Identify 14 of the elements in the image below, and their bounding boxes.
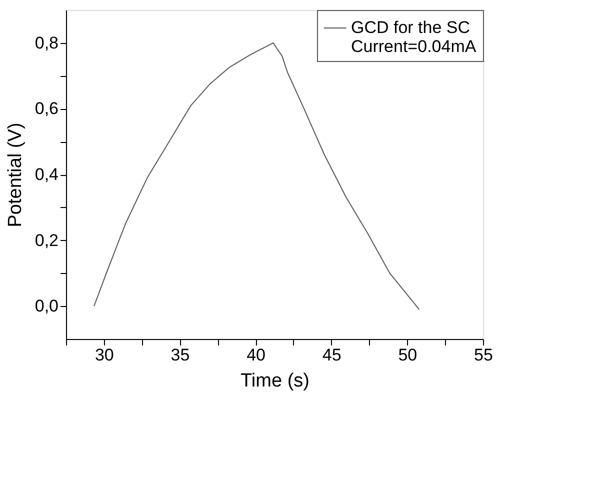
- y-tick-label: 0,0: [34, 296, 58, 316]
- x-tick-label: 50: [398, 346, 418, 364]
- x-tick-label: 30: [94, 346, 114, 364]
- y-tick-label: 0,6: [34, 99, 58, 118]
- x-tick-label: 35: [170, 346, 190, 364]
- y-tick-label: 0,4: [34, 165, 58, 184]
- legend-label: GCD for the SC Current=0.04mA: [351, 18, 477, 56]
- x-tick-label: 40: [246, 346, 266, 364]
- y-axis-title: Potential (V): [4, 122, 26, 228]
- x-tick-label: 55: [474, 346, 493, 364]
- y-tick-label: 0,2: [34, 230, 58, 250]
- y-tick-label: 0,8: [34, 33, 58, 52]
- x-tick-label: 45: [322, 346, 342, 364]
- x-axis-title: Time (s): [240, 370, 310, 392]
